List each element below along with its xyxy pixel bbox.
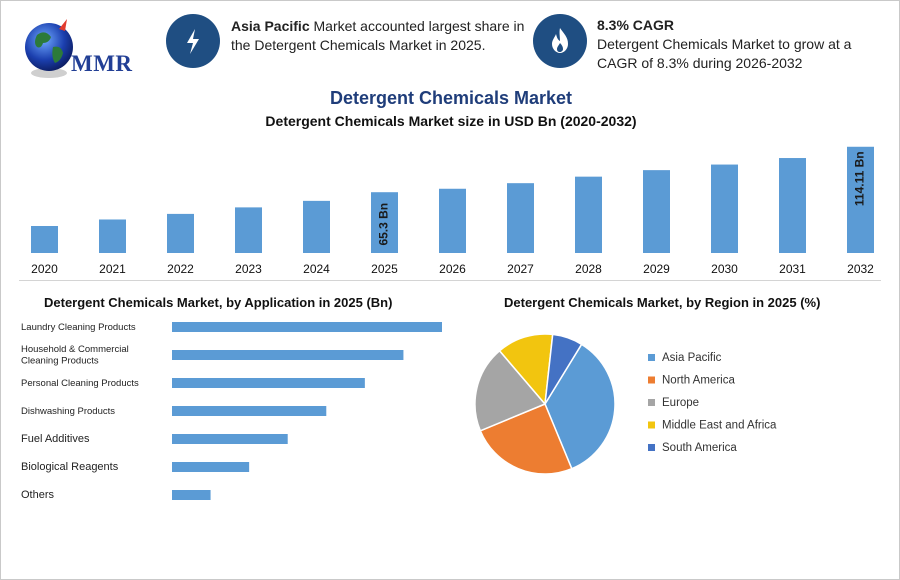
legend-north-america: North America <box>662 375 735 387</box>
legend-swatch-europe <box>648 399 655 406</box>
lightning-badge <box>166 14 220 68</box>
highlight-region-text: Market accounted largest share in the De… <box>231 18 525 53</box>
x-tick-2021: 2021 <box>99 262 126 276</box>
legend-south-america: South America <box>662 442 737 454</box>
label-laundry-cleaning-products: Laundry Cleaning Products <box>21 322 136 333</box>
legend-swatch-north-america <box>648 376 655 384</box>
bar-others <box>172 490 211 500</box>
region-pie-chart: Asia Pacific North America Europe Middle Ea… <box>474 333 777 475</box>
legend-middle-east-and-africa: Middle East and Africa <box>662 420 777 432</box>
data-label-2032: 114.11 Bn <box>853 151 867 206</box>
slice-middle-east-and-africa <box>498 333 554 406</box>
bar-dishwashing-products <box>172 406 327 416</box>
bar-biological-reagents <box>172 462 250 472</box>
market-size-bar-chart: 2020 2021 2022 2023 2024 2025 65.3 Bn 2026 2027 2… <box>31 146 874 276</box>
legend-swatch-south-america <box>648 444 655 451</box>
label-household-commercial-cleaning-products: Household & Commercial Cleaning Products <box>21 344 129 367</box>
bar-personal-cleaning-products <box>172 378 365 388</box>
label-others: Others <box>21 489 55 501</box>
x-tick-2030: 2030 <box>711 262 738 276</box>
bar-chart-title: Detergent Chemicals Market size in USD B… <box>265 113 637 129</box>
bar-2027 <box>507 183 534 253</box>
label-personal-cleaning-products: Personal Cleaning Products <box>21 378 139 389</box>
slice-south-america <box>544 333 583 405</box>
data-label-2025: 65.3 Bn <box>377 203 391 246</box>
slice-europe <box>474 349 547 432</box>
highlight-cagr-bold: 8.3% CAGR <box>597 17 675 33</box>
x-tick-2025: 2025 <box>371 262 398 276</box>
flame-icon <box>552 28 568 53</box>
application-bar-chart: Laundry Cleaning Products Household & Com… <box>21 322 442 501</box>
bar-2025 <box>371 192 398 253</box>
section-divider <box>19 280 881 281</box>
x-tick-2026: 2026 <box>439 262 466 276</box>
bar-2023 <box>235 207 262 253</box>
mmr-logo: MMR <box>19 17 139 81</box>
x-tick-2020: 2020 <box>31 262 58 276</box>
application-chart-title: Detergent Chemicals Market, by Applicati… <box>44 295 393 310</box>
logo-text: MMR <box>71 51 133 76</box>
x-tick-2027: 2027 <box>507 262 534 276</box>
globe-icon <box>25 19 73 78</box>
bar-2021 <box>99 219 126 253</box>
highlight-cagr-text: Detergent Chemicals Market to grow at a … <box>597 36 852 71</box>
region-chart-title: Detergent Chemicals Market, by Region in… <box>504 295 821 310</box>
bar-2032 <box>847 146 874 253</box>
highlight-region: Asia Pacific Market accounted largest sh… <box>231 17 526 55</box>
bar-2028 <box>575 176 602 253</box>
label-fuel-additives: Fuel Additives <box>21 433 90 445</box>
label-dishwashing-products: Dishwashing Products <box>21 406 115 417</box>
bar-laundry-cleaning-products <box>172 322 442 332</box>
x-tick-2023: 2023 <box>235 262 262 276</box>
bar-2030 <box>711 164 738 253</box>
legend-swatch-asia-pacific <box>648 354 655 361</box>
x-tick-2032: 2032 <box>847 262 874 276</box>
x-tick-2022: 2022 <box>167 262 194 276</box>
bar-2020 <box>31 226 58 253</box>
x-tick-2024: 2024 <box>303 262 330 276</box>
x-tick-2028: 2028 <box>575 262 602 276</box>
bar-2024 <box>303 200 330 253</box>
bar-2031 <box>779 158 806 253</box>
label-biological-reagents: Biological Reagents <box>21 461 119 473</box>
slice-asia-pacific <box>544 343 616 470</box>
bar-household-commercial-cleaning-products <box>172 350 404 360</box>
lightning-icon <box>187 29 199 54</box>
page-title: Detergent Chemicals Market <box>329 88 573 108</box>
bar-2026 <box>439 188 466 253</box>
legend-asia-pacific: Asia Pacific <box>662 352 722 364</box>
x-tick-2031: 2031 <box>779 262 806 276</box>
highlight-cagr: 8.3% CAGR Detergent Chemicals Market to … <box>597 16 867 73</box>
x-tick-2029: 2029 <box>643 262 670 276</box>
legend-swatch-middle-east-and-africa <box>648 421 655 429</box>
highlight-region-bold: Asia Pacific <box>231 18 310 34</box>
bar-2029 <box>643 170 670 253</box>
flame-badge <box>533 14 587 68</box>
legend-europe: Europe <box>662 397 699 409</box>
bar-fuel-additives <box>172 434 288 444</box>
bar-2022 <box>167 213 194 253</box>
